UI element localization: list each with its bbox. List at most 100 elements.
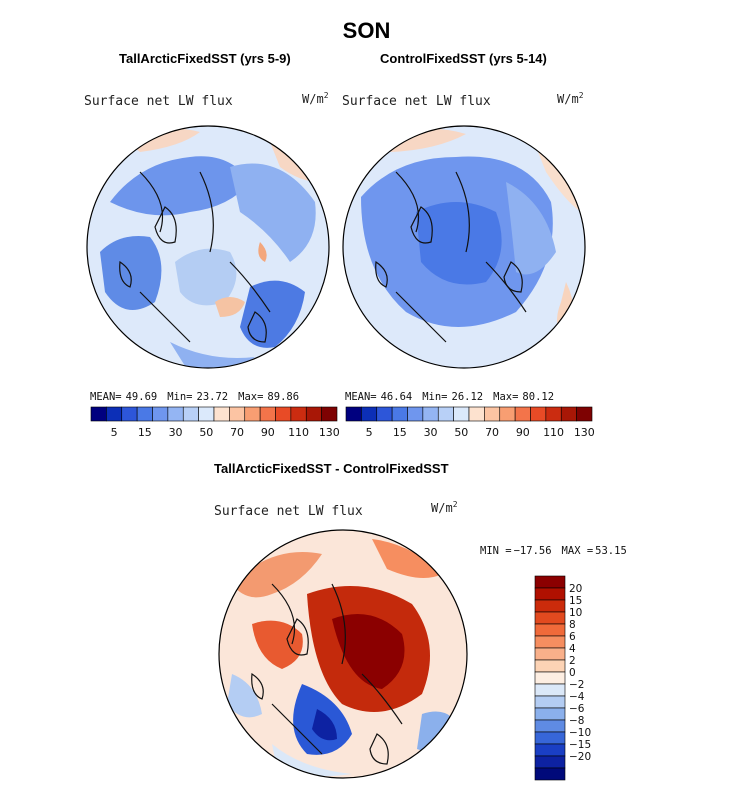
diff-colorbar-swatch — [534, 575, 566, 589]
diff-polar-map — [218, 529, 468, 779]
left-colorbar-swatch — [290, 406, 307, 422]
diff-units-label: W/m2 — [431, 500, 458, 515]
right-colorbar-swatch — [576, 406, 593, 422]
right-colorbar-swatch — [560, 406, 577, 422]
diff-panel-title: TallArcticFixedSST - ControlFixedSST — [214, 461, 449, 476]
left-colorbar-swatch — [321, 406, 338, 422]
diff-colorbar-swatch — [534, 623, 566, 637]
right-colorbar-tick-label: 15 — [393, 426, 407, 439]
diff-colorbar-tick-label: −20 — [569, 751, 591, 763]
left-colorbar-swatch — [213, 406, 230, 422]
right-stats: MEAN= 46.64 Min= 26.12 Max= 80.12 — [345, 391, 554, 403]
right-variable-label: Surface net LW flux — [342, 94, 491, 109]
left-colorbar-swatch — [182, 406, 199, 422]
right-colorbar-tick-label: 90 — [516, 426, 530, 439]
left-colorbar-tick-label: 110 — [288, 426, 309, 439]
right-panel-title: ControlFixedSST (yrs 5-14) — [380, 51, 547, 66]
diff-colorbar-swatch — [534, 671, 566, 685]
diff-colorbar-tick-label: −6 — [569, 703, 585, 715]
left-colorbar-swatch — [152, 406, 169, 422]
diff-colorbar-tick-label: 10 — [569, 607, 582, 619]
left-variable-label: Surface net LW flux — [84, 94, 233, 109]
left-colorbar-tick-label: 70 — [230, 426, 244, 439]
right-polar-map — [342, 125, 586, 369]
left-colorbar-tick-label: 50 — [199, 426, 213, 439]
diff-colorbar-tick-label: −4 — [569, 691, 585, 703]
left-colorbar-swatch — [259, 406, 276, 422]
diff-colorbar-swatch — [534, 767, 566, 781]
right-colorbar-swatch — [422, 406, 439, 422]
left-colorbar-tick-label: 5 — [111, 426, 118, 439]
left-colorbar-swatch — [198, 406, 215, 422]
diff-colorbar-swatch — [534, 599, 566, 613]
right-colorbar-tick-label: 110 — [543, 426, 564, 439]
left-colorbar-tick-label: 130 — [319, 426, 340, 439]
right-colorbar-swatch — [545, 406, 562, 422]
diff-colorbar-tick-label: −10 — [569, 727, 591, 739]
left-colorbar-swatch — [121, 406, 138, 422]
diff-colorbar-swatch — [534, 743, 566, 757]
left-max-label: Max= — [238, 391, 264, 403]
left-colorbar-swatch — [136, 406, 153, 422]
right-colorbar-swatch — [530, 406, 547, 422]
left-colorbar-swatch — [244, 406, 261, 422]
right-colorbar-swatch — [407, 406, 424, 422]
right-colorbar-swatch — [514, 406, 531, 422]
diff-stats: MIN = −17.56 MAX = 53.15 — [480, 545, 627, 557]
left-colorbar-swatch — [106, 406, 123, 422]
left-colorbar: 5 15 30 50 70 90 110 130 — [90, 406, 340, 439]
right-colorbar-swatch — [453, 406, 470, 422]
left-colorbar-swatch — [229, 406, 246, 422]
diff-colorbar-swatch — [534, 695, 566, 709]
figure-title: SON — [342, 18, 391, 43]
right-max-value: 80.12 — [522, 391, 555, 403]
right-colorbar-swatch — [391, 406, 408, 422]
right-colorbar-swatch — [484, 406, 501, 422]
left-colorbar-tick-label: 90 — [261, 426, 275, 439]
right-mean-label: MEAN= — [345, 391, 377, 403]
right-colorbar-tick-label: 5 — [366, 426, 373, 439]
right-colorbar-swatch — [361, 406, 378, 422]
diff-colorbar-tick-label: 0 — [569, 667, 576, 679]
right-mean-value: 46.64 — [380, 391, 413, 403]
right-colorbar-swatch — [376, 406, 393, 422]
right-min-value: 26.12 — [451, 391, 484, 403]
diff-colorbar-swatch — [534, 683, 566, 697]
left-units-label: W/m2 — [302, 91, 329, 106]
right-min-label: Min= — [422, 391, 448, 403]
diff-colorbar-tick-label: 8 — [569, 619, 576, 631]
left-mean-label: MEAN= — [90, 391, 122, 403]
right-units-label: W/m2 — [557, 91, 584, 106]
left-mean-value: 49.69 — [125, 391, 158, 403]
left-colorbar-swatch — [90, 406, 107, 422]
diff-colorbar-swatch — [534, 635, 566, 649]
left-panel-title: TallArcticFixedSST (yrs 5-9) — [119, 51, 291, 66]
right-colorbar-tick-label: 50 — [454, 426, 468, 439]
left-polar-map — [86, 125, 330, 369]
diff-colorbar-tick-label: −2 — [569, 679, 584, 691]
diff-variable-label: Surface net LW flux — [214, 504, 363, 519]
left-stats: MEAN= 49.69 Min= 23.72 Max= 89.86 — [90, 391, 299, 403]
diff-colorbar-swatch — [534, 707, 566, 721]
diff-colorbar-tick-label: 15 — [569, 595, 582, 607]
diff-min-label: MIN = — [480, 545, 512, 557]
left-colorbar-swatch — [167, 406, 184, 422]
left-min-value: 23.72 — [196, 391, 229, 403]
diff-colorbar-swatch — [534, 611, 566, 625]
diff-colorbar-tick-label: 6 — [569, 631, 576, 643]
right-colorbar-swatch — [468, 406, 485, 422]
diff-colorbar-tick-label: 2 — [569, 655, 576, 667]
right-colorbar-tick-label: 130 — [574, 426, 595, 439]
right-max-label: Max= — [493, 391, 519, 403]
diff-colorbar-swatch — [534, 647, 566, 661]
left-colorbar-swatch — [275, 406, 292, 422]
right-colorbar-swatch — [499, 406, 516, 422]
diff-colorbar-tick-label: −15 — [569, 739, 591, 751]
diff-colorbar-swatch — [534, 719, 566, 733]
diff-colorbar-swatch — [534, 755, 566, 769]
left-colorbar-swatch — [305, 406, 322, 422]
left-colorbar-tick-label: 30 — [169, 426, 183, 439]
left-min-label: Min= — [167, 391, 193, 403]
diff-colorbar-tick-label: 20 — [569, 583, 582, 595]
diff-colorbar-tick-label: 4 — [569, 643, 576, 655]
